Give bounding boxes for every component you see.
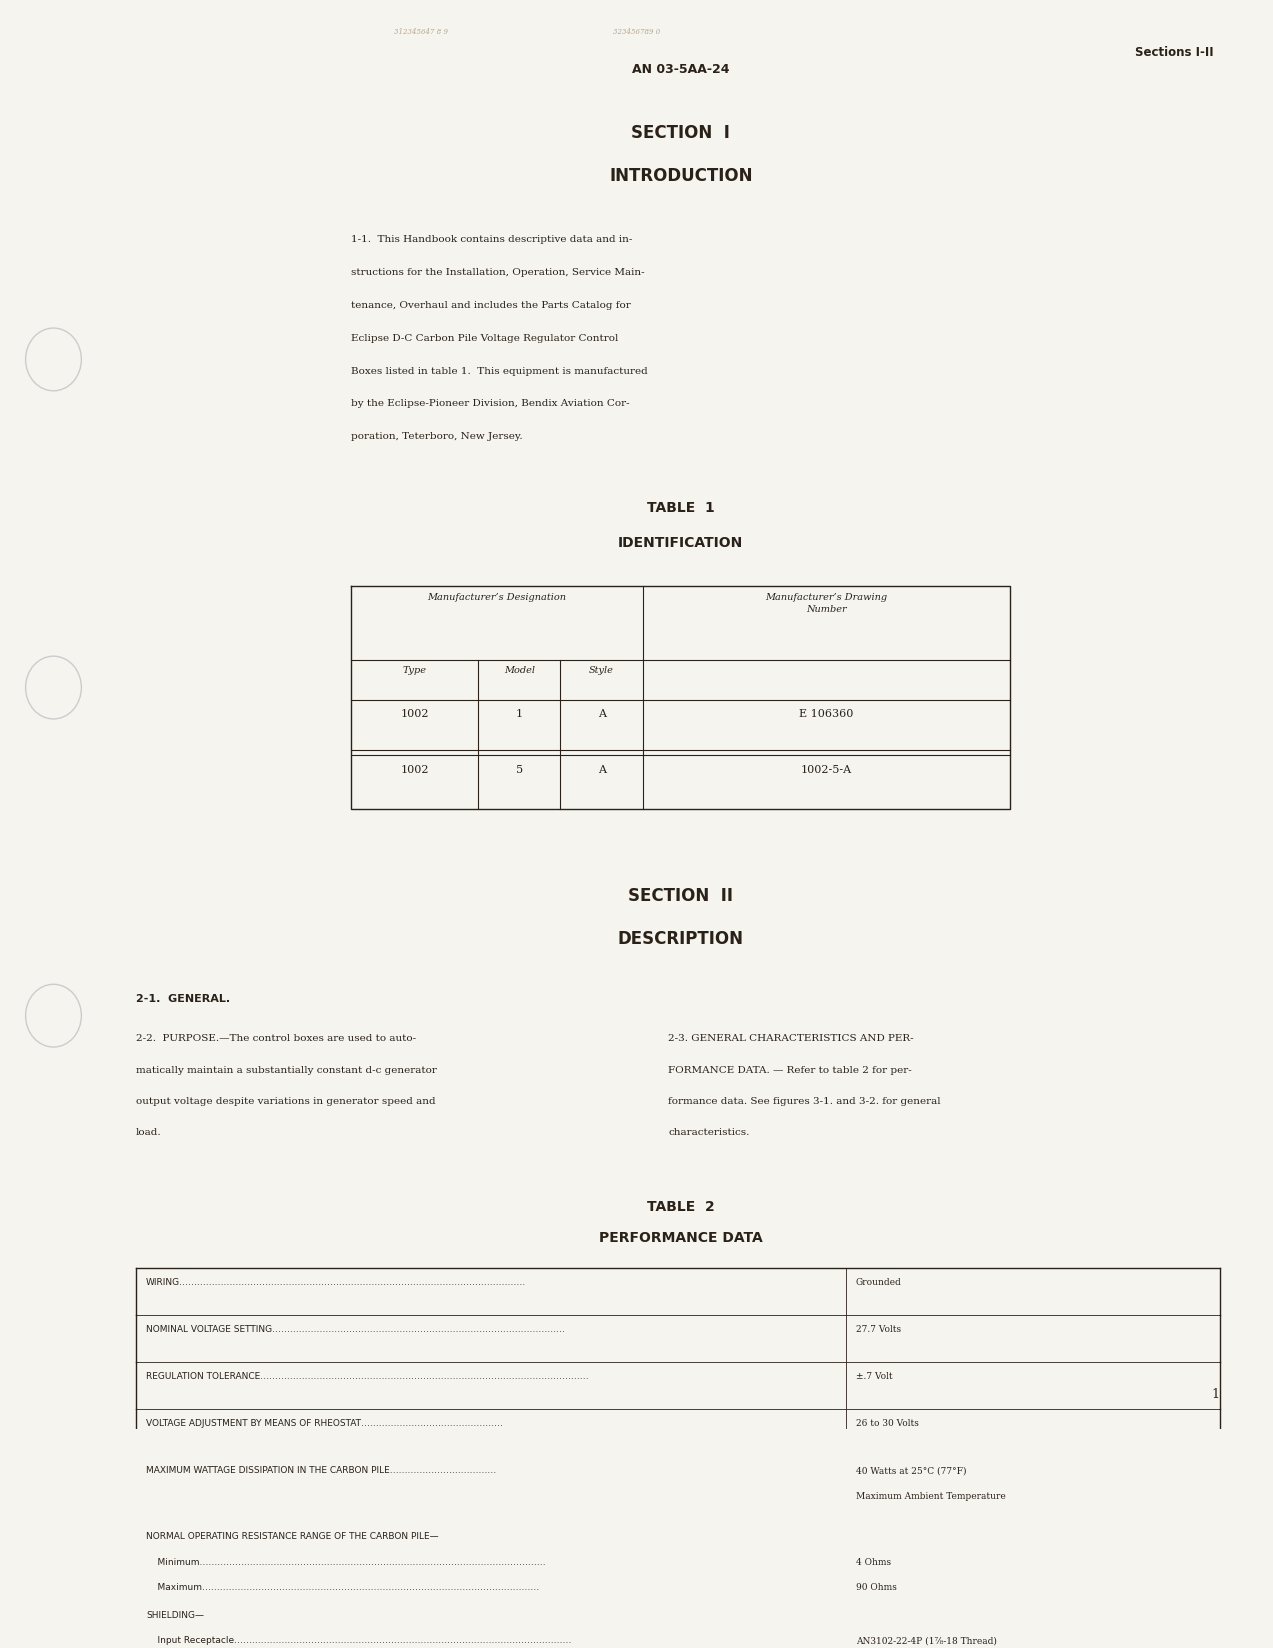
Text: E 106360: E 106360 — [799, 709, 854, 719]
Text: A: A — [597, 709, 606, 719]
Text: 1002: 1002 — [401, 765, 429, 775]
Text: NOMINAL VOLTAGE SETTING………………………………………………………………………………………: NOMINAL VOLTAGE SETTING……………………………………………… — [146, 1325, 565, 1335]
Text: 312345647 8 9: 312345647 8 9 — [395, 28, 448, 36]
Text: matically maintain a substantially constant d-c generator: matically maintain a substantially const… — [136, 1066, 437, 1074]
Text: 323456789 0: 323456789 0 — [612, 28, 661, 36]
Text: 2-1.  GENERAL.: 2-1. GENERAL. — [136, 994, 230, 1004]
Text: Boxes listed in table 1.  This equipment is manufactured: Boxes listed in table 1. This equipment … — [351, 366, 648, 376]
Text: Model: Model — [504, 666, 535, 676]
Text: DESCRIPTION: DESCRIPTION — [617, 929, 743, 948]
Text: SECTION  II: SECTION II — [629, 887, 733, 905]
Text: ±.7 Volt: ±.7 Volt — [855, 1373, 892, 1381]
Text: Manufacturer’s Designation: Manufacturer’s Designation — [428, 593, 566, 603]
Text: INTRODUCTION: INTRODUCTION — [608, 166, 752, 185]
Text: 2-3. GENERAL CHARACTERISTICS AND PER-: 2-3. GENERAL CHARACTERISTICS AND PER- — [668, 1035, 914, 1043]
Text: 5: 5 — [516, 765, 523, 775]
Text: Minimum………………………………………………………………………………………………………: Minimum………………………………………………………………………………………… — [146, 1557, 546, 1567]
Text: by the Eclipse-Pioneer Division, Bendix Aviation Cor-: by the Eclipse-Pioneer Division, Bendix … — [351, 399, 630, 409]
Text: 1002-5-A: 1002-5-A — [801, 765, 852, 775]
Text: Input Receptacle……………………………………………………………………………………………………: Input Receptacle………………………………………………………………… — [146, 1636, 572, 1645]
Text: A: A — [597, 765, 606, 775]
Text: WIRING………………………………………………………………………………………………………: WIRING…………………………………………………………………………………………… — [146, 1279, 526, 1287]
Text: TABLE  1: TABLE 1 — [647, 501, 714, 514]
Text: 4 Ohms: 4 Ohms — [855, 1557, 891, 1567]
Text: tenance, Overhaul and includes the Parts Catalog for: tenance, Overhaul and includes the Parts… — [351, 302, 631, 310]
Text: IDENTIFICATION: IDENTIFICATION — [619, 536, 743, 550]
Text: PERFORMANCE DATA: PERFORMANCE DATA — [600, 1231, 763, 1246]
Text: REGULATION TOLERANCE…………………………………………………………………………………………………: REGULATION TOLERANCE……………………………………………………… — [146, 1373, 588, 1381]
Text: output voltage despite variations in generator speed and: output voltage despite variations in gen… — [136, 1098, 435, 1106]
Text: 26 to 30 Volts: 26 to 30 Volts — [855, 1419, 919, 1429]
Text: 40 Watts at 25°C (77°F): 40 Watts at 25°C (77°F) — [855, 1467, 966, 1475]
Text: poration, Teterboro, New Jersey.: poration, Teterboro, New Jersey. — [351, 432, 523, 442]
Text: load.: load. — [136, 1129, 162, 1137]
Text: TABLE  2: TABLE 2 — [647, 1200, 714, 1213]
Text: AN3102-22-4P (1⅞-18 Thread): AN3102-22-4P (1⅞-18 Thread) — [855, 1636, 997, 1645]
Text: Eclipse D-C Carbon Pile Voltage Regulator Control: Eclipse D-C Carbon Pile Voltage Regulato… — [351, 335, 619, 343]
Text: 2-2.  PURPOSE.—The control boxes are used to auto-: 2-2. PURPOSE.—The control boxes are used… — [136, 1035, 416, 1043]
Text: formance data. See figures 3-1. and 3-2. for general: formance data. See figures 3-1. and 3-2.… — [668, 1098, 941, 1106]
Text: Manufacturer’s Drawing
Number: Manufacturer’s Drawing Number — [765, 593, 887, 615]
Text: VOLTAGE ADJUSTMENT BY MEANS OF RHEOSTAT…………………………………………: VOLTAGE ADJUSTMENT BY MEANS OF RHEOSTAT…… — [146, 1419, 503, 1429]
Text: Maximum……………………………………………………………………………………………………: Maximum………………………………………………………………………………………… — [146, 1584, 540, 1592]
Text: 1: 1 — [516, 709, 523, 719]
Text: SECTION  I: SECTION I — [631, 124, 731, 142]
Text: 1-1.  This Handbook contains descriptive data and in-: 1-1. This Handbook contains descriptive … — [351, 236, 633, 244]
Text: NORMAL OPERATING RESISTANCE RANGE OF THE CARBON PILE—: NORMAL OPERATING RESISTANCE RANGE OF THE… — [146, 1533, 439, 1541]
Text: 27.7 Volts: 27.7 Volts — [855, 1325, 901, 1335]
Text: structions for the Installation, Operation, Service Main-: structions for the Installation, Operati… — [351, 269, 645, 277]
Text: FORMANCE DATA. — Refer to table 2 for per-: FORMANCE DATA. — Refer to table 2 for pe… — [668, 1066, 911, 1074]
Text: MAXIMUM WATTAGE DISSIPATION IN THE CARBON PILE………………………………: MAXIMUM WATTAGE DISSIPATION IN THE CARBO… — [146, 1467, 496, 1475]
Text: 1: 1 — [1212, 1388, 1220, 1401]
Text: Type: Type — [402, 666, 426, 676]
Text: 90 Ohms: 90 Ohms — [855, 1584, 896, 1592]
Text: Maximum Ambient Temperature: Maximum Ambient Temperature — [855, 1491, 1006, 1501]
Text: Grounded: Grounded — [855, 1279, 901, 1287]
Text: 1002: 1002 — [401, 709, 429, 719]
Text: SHIELDING—: SHIELDING— — [146, 1610, 204, 1620]
Text: Sections I-II: Sections I-II — [1134, 46, 1213, 59]
Text: Style: Style — [589, 666, 614, 676]
Text: characteristics.: characteristics. — [668, 1129, 750, 1137]
Text: AN 03-5AA-24: AN 03-5AA-24 — [633, 63, 729, 76]
